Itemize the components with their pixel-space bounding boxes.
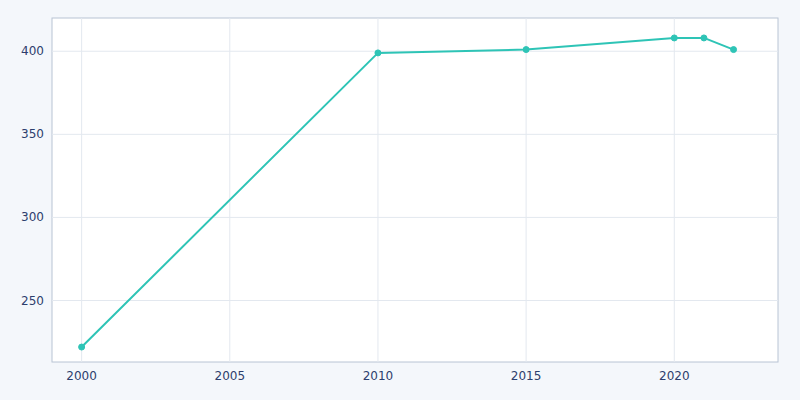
x-tick-label: 2005 — [215, 369, 246, 383]
x-tick-label: 2015 — [511, 369, 542, 383]
y-grid-line — [52, 217, 778, 218]
point — [701, 35, 707, 41]
y-tick-label: 350 — [21, 127, 44, 141]
chart-container: 2000 2005 2010 2015 2020 250 300 350 400 — [0, 0, 800, 400]
line — [82, 38, 734, 347]
plot-frame — [52, 18, 778, 362]
y-tick-label: 300 — [21, 210, 44, 224]
x-tick-label: 2020 — [659, 369, 690, 383]
x-grid-line — [674, 18, 675, 362]
y-grid-line — [52, 134, 778, 135]
chart-svg: 2000 2005 2010 2015 2020 250 300 350 400 — [0, 0, 800, 400]
x-grid-line — [229, 18, 230, 362]
y-grid-line — [52, 300, 778, 301]
point — [79, 344, 85, 350]
point — [375, 50, 381, 56]
y-tick-label: 400 — [21, 44, 44, 58]
point — [731, 47, 737, 53]
point — [671, 35, 677, 41]
background — [0, 0, 800, 400]
x-grid-line — [526, 18, 527, 362]
tick-labels: 2000 2005 2010 2015 2020 250 300 350 400 — [21, 44, 689, 383]
point — [523, 47, 529, 53]
data-layer — [79, 35, 737, 350]
x-grid-line — [81, 18, 82, 362]
y-tick-label: 250 — [21, 294, 44, 308]
grid — [52, 18, 778, 362]
x-tick-label: 2000 — [66, 369, 97, 383]
x-tick-label: 2010 — [363, 369, 394, 383]
x-grid-line — [377, 18, 378, 362]
